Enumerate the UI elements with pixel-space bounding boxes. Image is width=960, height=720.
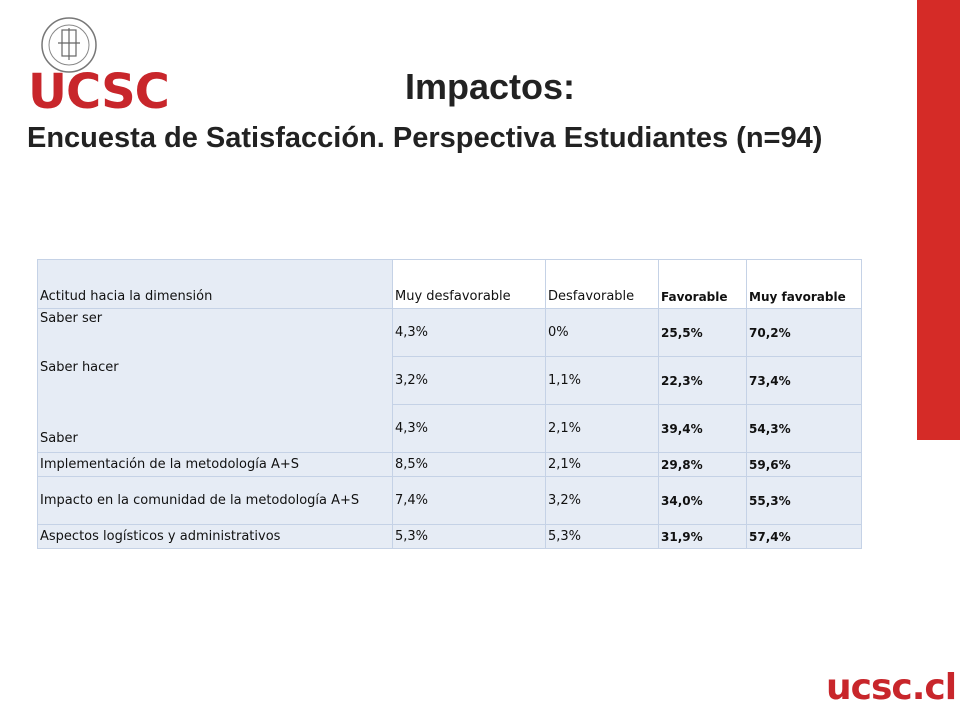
table-cell: 54,3% [746,404,862,453]
table-row: 4,3% 2,1% 39,4% 54,3% [38,404,862,453]
table-cell: 5,3% [392,524,546,549]
table-cell: 31,9% [658,524,747,549]
table-cell: 57,4% [746,524,862,549]
survey-table: Actitud hacia la dimensión Muy desfavora… [37,259,862,549]
table-cell: 73,4% [746,356,862,405]
table-cell: 2,1% [545,452,659,477]
table-cell: 1,1% [545,356,659,405]
header-muy-favorable: Muy favorable [746,259,862,309]
table-cell: 3,2% [545,476,659,525]
row-label: Implementación de la metodología A+S [37,452,393,477]
header-dimension: Actitud hacia la dimensión [37,259,393,309]
stacked-labels-cell: Saber ser Saber hacer Saber [37,308,393,453]
table-row: 3,2% 1,1% 22,3% 73,4% [38,356,862,405]
table-row: Implementación de la metodología A+S 8,5… [37,452,862,477]
table-cell: 7,4% [392,476,546,525]
table-cell: 0% [545,308,659,357]
table-cell: 3,2% [392,356,546,405]
table-cell: 8,5% [392,452,546,477]
row-label: Saber ser [40,311,103,326]
table-row: Impacto en la comunidad de la metodologí… [37,476,862,525]
table-cell: 22,3% [658,356,747,405]
table-header-row: Actitud hacia la dimensión Muy desfavora… [37,259,862,309]
table-cell: 34,0% [658,476,747,525]
row-label: Saber [40,431,78,446]
table-cell: 59,6% [746,452,862,477]
row-label: Impacto en la comunidad de la metodologí… [37,476,393,525]
table-row: Saber ser Saber hacer Saber 4,3% 0% 25,5… [37,308,862,453]
table-cell: 29,8% [658,452,747,477]
table-cell: 39,4% [658,404,747,453]
table-cell: 55,3% [746,476,862,525]
table-cell: 4,3% [392,404,546,453]
table-cell: 5,3% [545,524,659,549]
row-label: Saber hacer [40,360,119,375]
table-cell: 2,1% [545,404,659,453]
ucsc-logo: UCSC [28,64,170,120]
university-seal-icon [41,17,97,73]
page-title: Impactos: [404,66,576,107]
table-row: Aspectos logísticos y administrativos 5,… [37,524,862,549]
red-accent-bar [917,0,960,440]
ucsc-cl-logo: ucsc.cl [826,667,957,708]
row-label: Aspectos logísticos y administrativos [37,524,393,549]
header-favorable: Favorable [658,259,747,309]
table-cell: 4,3% [392,308,546,357]
page-subtitle: Encuesta de Satisfacción. Perspectiva Es… [27,122,823,154]
header-desfavorable: Desfavorable [545,259,659,309]
table-cell: 25,5% [658,308,747,357]
table-cell: 70,2% [746,308,862,357]
header-muy-desfavorable: Muy desfavorable [392,259,546,309]
